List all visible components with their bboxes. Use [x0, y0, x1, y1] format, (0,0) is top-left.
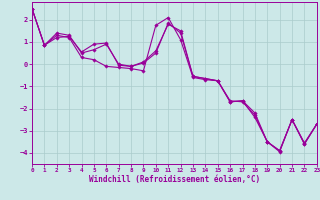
X-axis label: Windchill (Refroidissement éolien,°C): Windchill (Refroidissement éolien,°C): [89, 175, 260, 184]
